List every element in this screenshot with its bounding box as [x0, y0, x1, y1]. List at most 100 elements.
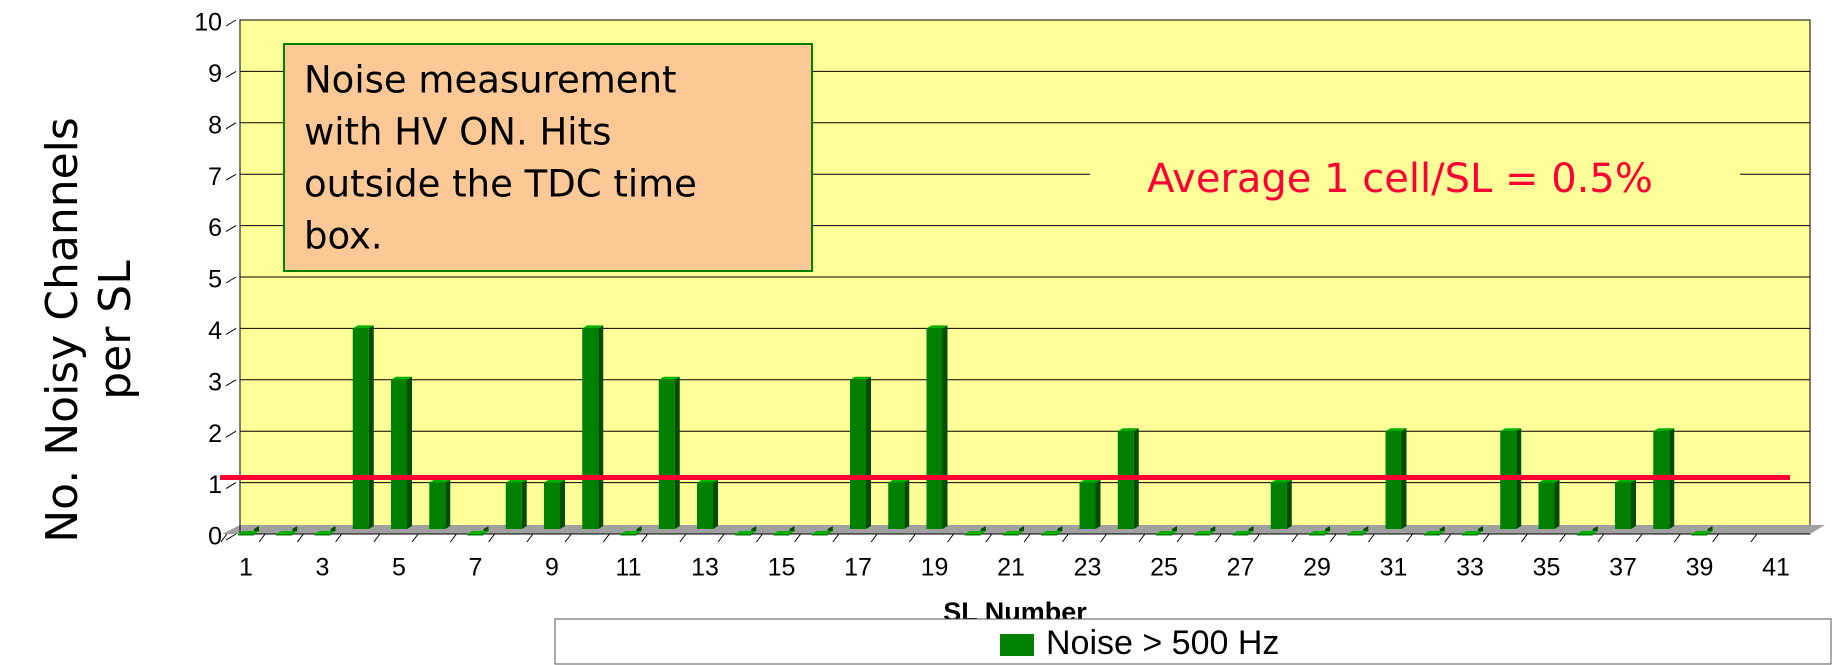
- y-tick-label: 7: [208, 163, 222, 191]
- bar-front: [1385, 431, 1402, 529]
- x-tick: [1176, 533, 1184, 543]
- y-tick-label: 9: [208, 60, 222, 88]
- x-tick: [411, 533, 419, 543]
- bar: [773, 526, 795, 536]
- bar-front: [964, 534, 981, 536]
- bar-top: [1079, 479, 1101, 483]
- bar-top: [1500, 428, 1522, 432]
- bar-front: [1462, 534, 1478, 536]
- bar-front: [926, 328, 943, 529]
- y-axis-label: No. Noisy Channels: [37, 117, 88, 543]
- bar-top: [1423, 531, 1445, 534]
- bar-top: [544, 479, 565, 483]
- y-tick: [225, 19, 237, 27]
- y-tick-label: 4: [208, 317, 222, 345]
- bar-top: [1538, 479, 1560, 483]
- x-tick: [1100, 533, 1108, 543]
- x-tick: [488, 533, 496, 543]
- bar-top: [314, 531, 336, 534]
- x-tick-label: 17: [844, 554, 872, 582]
- bar: [1041, 526, 1063, 536]
- x-tick-label: 7: [469, 554, 483, 582]
- bar-top: [1615, 479, 1636, 483]
- bar-front: [811, 534, 828, 536]
- x-tick-label: 31: [1380, 554, 1408, 582]
- x-tick: [220, 533, 228, 543]
- bar-front: [467, 534, 484, 536]
- bar: [429, 479, 451, 529]
- bar-top: [658, 376, 680, 380]
- bar-top: [1117, 428, 1139, 432]
- y-tick-label: 10: [194, 9, 222, 37]
- y-tick: [225, 430, 237, 438]
- bar-top: [697, 479, 718, 483]
- x-tick-label: 11: [616, 554, 642, 582]
- x-tick-label: 13: [691, 554, 719, 582]
- x-tick: [1253, 533, 1261, 543]
- bar: [1462, 526, 1483, 536]
- bar-top: [352, 325, 374, 329]
- x-tick: [870, 533, 878, 543]
- bar: [850, 376, 871, 529]
- x-tick: [1367, 533, 1375, 543]
- bar: [505, 479, 527, 529]
- bar-front: [1309, 534, 1325, 536]
- bar-side: [866, 376, 871, 529]
- bar-front: [1194, 534, 1211, 536]
- bar-side: [1631, 479, 1636, 529]
- x-tick: [1061, 533, 1069, 543]
- y-tick-label: 1: [208, 471, 222, 499]
- legend-label: Noise > 500 Hz: [1046, 624, 1279, 662]
- x-tick: [1023, 533, 1031, 543]
- bar: [352, 325, 374, 529]
- bar-side: [521, 479, 527, 529]
- x-tick: [1712, 533, 1720, 543]
- bar-front: [276, 534, 293, 536]
- x-tick-label: 33: [1456, 554, 1484, 582]
- bar: [1538, 479, 1560, 529]
- y-tick-label: 5: [208, 266, 222, 294]
- bar: [888, 479, 910, 529]
- x-tick: [296, 533, 304, 543]
- y-tick: [225, 122, 237, 130]
- grid: 0 1 2 3 4 5 6 7 8 9 10: [194, 9, 1810, 551]
- bar-front: [773, 534, 790, 536]
- bar-top: [467, 531, 489, 534]
- bar-front: [352, 328, 369, 529]
- y-tick-label: 6: [208, 214, 222, 242]
- bar-top: [620, 531, 642, 534]
- bar-front: [314, 534, 331, 536]
- bar: [1615, 479, 1636, 529]
- bar-front: [1079, 482, 1096, 529]
- bar: [1576, 526, 1598, 536]
- x-tick-label: 35: [1533, 554, 1561, 582]
- x-tick: [449, 533, 457, 543]
- x-tick: [1329, 533, 1337, 543]
- annotation-box: [283, 43, 813, 272]
- x-tick: [1214, 533, 1222, 543]
- bar: [1003, 526, 1024, 536]
- bar: [1270, 479, 1292, 529]
- bar-top: [1270, 479, 1292, 483]
- x-tick: [602, 533, 610, 543]
- x-tick: [1520, 533, 1528, 543]
- x-tick: [1444, 533, 1452, 543]
- bar-side: [407, 376, 412, 529]
- x-tick: [794, 533, 802, 543]
- bar-top: [1041, 531, 1063, 534]
- bar-top: [1576, 531, 1598, 534]
- bar-front: [697, 482, 713, 529]
- x-tick: [1750, 533, 1758, 543]
- x-tick-label: 9: [545, 554, 559, 582]
- bar-front: [544, 482, 560, 529]
- bar: [391, 376, 412, 529]
- bar: [1079, 479, 1101, 529]
- bar-front: [1615, 482, 1631, 529]
- bar-front: [1423, 534, 1440, 536]
- y-tick-label: 2: [208, 420, 222, 448]
- x-tick-label: 29: [1303, 554, 1331, 582]
- bar-top: [276, 531, 298, 534]
- bar-side: [1286, 479, 1292, 529]
- y-tick: [225, 276, 237, 284]
- bar-side: [1095, 479, 1101, 529]
